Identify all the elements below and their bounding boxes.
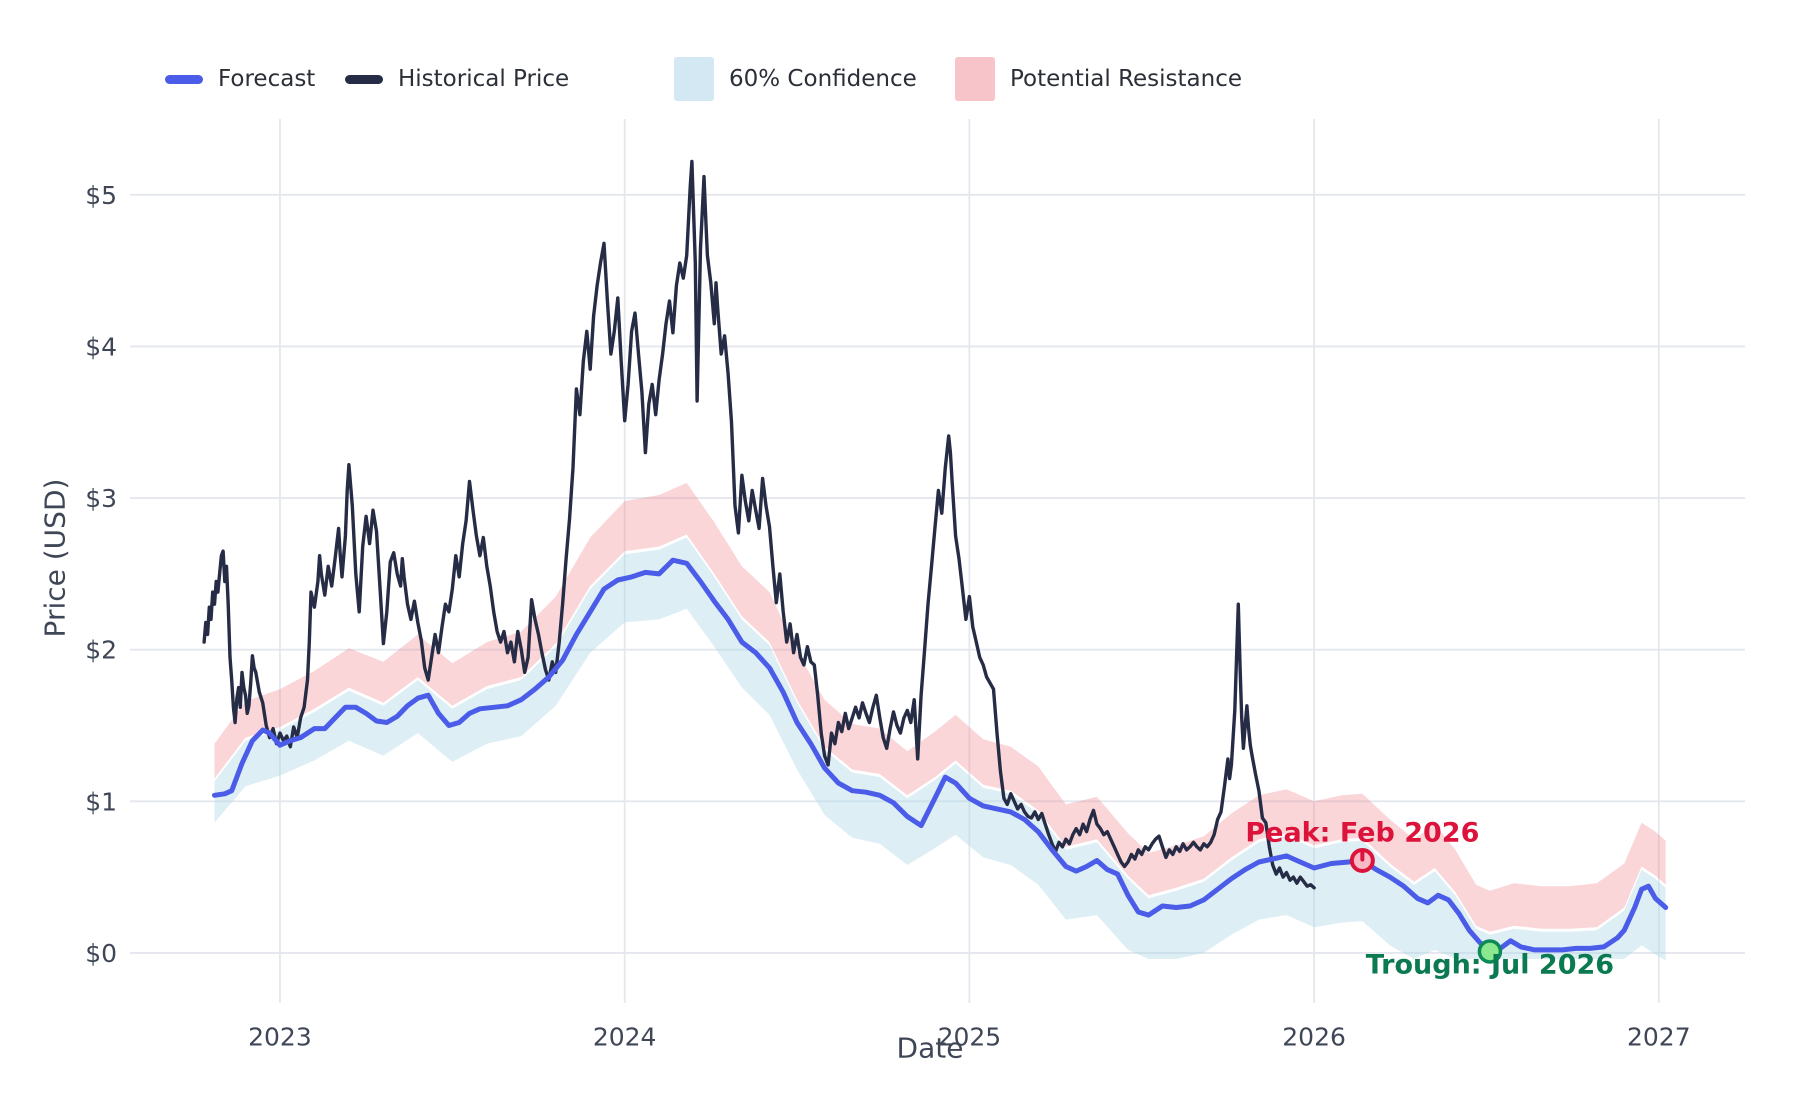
x-axis-title: Date	[896, 1031, 964, 1065]
y-tick-label: $1	[85, 787, 117, 816]
legend-label: Forecast	[218, 66, 316, 92]
legend-item-historical-price[interactable]: Historical Price	[345, 55, 569, 103]
legend-label: Historical Price	[398, 66, 570, 92]
resistance-band	[214, 482, 1666, 932]
confidence-band-swatch	[674, 57, 714, 101]
peak-annotation: Peak: Feb 2026	[1245, 817, 1479, 848]
chart-legend: Forecast Historical Price 60% Confidence…	[0, 0, 1800, 110]
y-tick-label: $2	[85, 636, 117, 665]
legend-label: Potential Resistance	[1010, 66, 1243, 92]
y-tick-label: $5	[85, 181, 117, 210]
legend-label: 60% Confidence	[729, 66, 917, 92]
x-tick-label: 2024	[593, 1022, 657, 1051]
y-tick-label: $0	[85, 939, 117, 968]
historical-line-swatch	[345, 74, 383, 84]
y-tick-label: $3	[85, 484, 117, 513]
x-tick-label: 2026	[1282, 1022, 1346, 1051]
historical-price-line	[202, 159, 1316, 890]
confidence-band	[214, 537, 1666, 961]
y-tick-label: $4	[85, 332, 117, 361]
legend-item-forecast[interactable]: Forecast	[165, 55, 315, 103]
y-axis-title: Price (USD)	[38, 478, 72, 638]
trough-annotation: Trough: Jul 2026	[1366, 949, 1614, 980]
x-tick-label: 2027	[1627, 1022, 1691, 1051]
resistance-band-swatch	[955, 57, 995, 101]
legend-item-potential-resistance[interactable]: Potential Resistance	[955, 55, 1242, 103]
x-tick-label: 2023	[248, 1022, 312, 1051]
trough-marker	[1477, 939, 1503, 964]
x-tick-label: 2025	[938, 1022, 1002, 1051]
legend-item-confidence-band[interactable]: 60% Confidence	[674, 55, 917, 103]
forecast-line	[212, 557, 1669, 954]
forecast-line-swatch	[165, 74, 203, 84]
